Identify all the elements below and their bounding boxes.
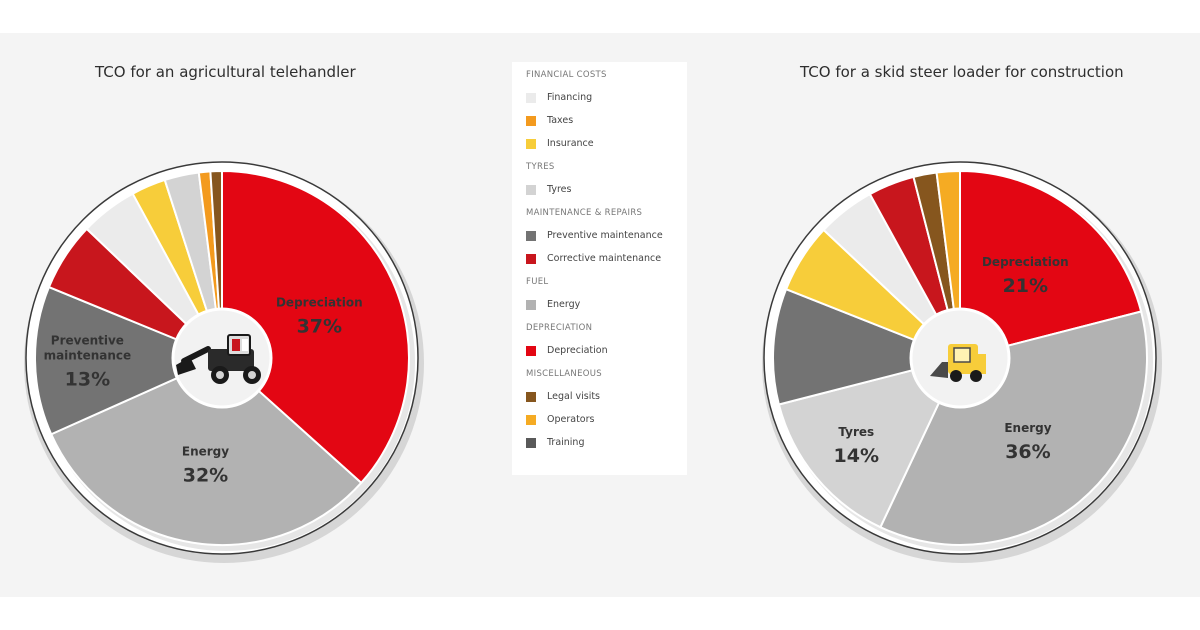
legend-swatch-preventive-maintenance [526,231,536,241]
legend-swatch-depreciation [526,346,536,356]
legend-swatch-legal-visits [526,392,536,402]
slice-label-preventive-maintenance: Preventive [51,334,124,348]
legend-group-financial-costs: FINANCIAL COSTS [526,70,607,80]
legend: FINANCIAL COSTS Financing Taxes Insurance TY… [512,62,687,475]
telehandler-icon [176,334,261,384]
legend-swatch-operators [526,415,536,425]
slice-label-depreciation: Depreciation [276,296,363,310]
slice-value-energy: 36% [1005,441,1050,463]
legend-label: Legal visits [547,391,601,402]
slice-label-preventive-maintenance: maintenance [44,349,132,363]
legend-label: Preventive maintenance [547,230,663,241]
pie-slice-tyres [777,356,962,529]
legend-group-fuel: FUEL [526,277,549,287]
legend-swatch-insurance [526,139,536,149]
legend-group-tyres: TYRES [526,162,555,172]
slice-value-depreciation: 37% [297,316,342,338]
slice-value-tyres: 14% [834,445,879,467]
pie-slice-preventive-maintenance [34,285,225,436]
skid-steer-icon [930,344,986,382]
legend-label: Insurance [547,138,594,149]
slice-label-energy: Energy [1004,421,1051,435]
legend-label: Energy [547,299,581,310]
legend-label: Operators [547,414,595,425]
legend-group-maintenance-repairs: MAINTENANCE & REPAIRS [526,208,643,218]
pie-slice-depreciation [221,169,410,485]
legend-swatch-financing [526,93,536,103]
pie-slice-depreciation [959,169,1143,360]
legend-label: Taxes [547,115,574,126]
pie-slice-energy [879,310,1148,546]
pie-chart-telehandler: Depreciation 37% Energy 32% Preventivemainte… [24,161,424,563]
slice-label-depreciation: Depreciation [982,255,1069,269]
slice-label-tyres: Tyres [838,425,874,439]
legend-label: Corrective maintenance [547,253,662,264]
chart-title-skid-steer: TCO for a skid steer loader for construc… [800,63,1124,81]
slice-value-energy: 32% [183,464,228,486]
pie-slice-preventive-maintenance [772,287,964,406]
legend-swatch-taxes [526,116,536,126]
legend-group-miscellaneous: MISCELLANEOUS [526,369,602,379]
legend-label: Depreciation [547,345,608,356]
pie-slice-energy [49,356,363,546]
legend-label: Tyres [547,184,572,195]
slice-value-depreciation: 21% [1003,275,1048,297]
pie-chart-skid-steer: Depreciation 21% Energy 36% Tyres 14% [762,161,1162,563]
legend-swatch-tyres [526,185,536,195]
legend-label: Financing [547,92,593,103]
slice-label-energy: Energy [182,444,229,458]
legend-swatch-energy [526,300,536,310]
legend-swatch-corrective-maintenance [526,254,536,264]
legend-group-depreciation: DEPRECIATION [526,323,593,333]
slice-value-preventive-maintenance: 13% [65,369,110,391]
legend-label: Training [547,437,585,448]
chart-title-telehandler: TCO for an agricultural telehandler [95,63,356,81]
legend-swatch-training [526,438,536,448]
